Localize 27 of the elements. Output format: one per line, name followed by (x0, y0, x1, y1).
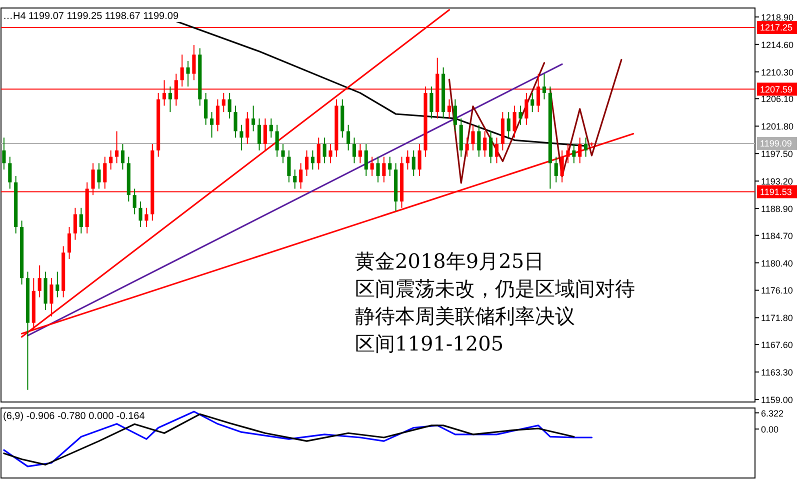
ref-line-label: 1207.59 (760, 84, 793, 94)
annotation: 区间1191-1205 (355, 332, 504, 356)
y-tick-label: 1193.20 (761, 176, 793, 187)
y-tick-label: 1180.40 (761, 258, 793, 268)
ref-line-label: 1199.09 (760, 138, 792, 149)
y-tick-label: 1201.80 (761, 122, 794, 132)
y-tick-label: 1210.30 (761, 67, 794, 78)
annotation: 黄金2018年9月25日 (355, 249, 544, 273)
y-tick-label: 1188.90 (761, 204, 793, 214)
annotation: 静待本周美联储利率决议 (355, 304, 575, 328)
y-tick-label: 0.00 (761, 424, 779, 435)
y-tick-label: 1176.10 (761, 286, 793, 296)
y-tick-label: 1167.60 (761, 340, 793, 350)
y-tick-label: 1171.80 (761, 313, 793, 324)
ref-line-label: 1217.25 (760, 22, 793, 33)
y-tick-label: 6.322 (761, 408, 784, 418)
y-tick-label: 1206.10 (761, 94, 794, 104)
y-tick-label: 1214.60 (761, 40, 794, 50)
ref-line-label: 1191.53 (760, 186, 792, 197)
chart-title: …H4 1199.07 1199.25 1198.67 1199.09 (3, 11, 179, 22)
annotation: 区间震荡未改，仍是区域间对待 (355, 276, 635, 300)
chart-title: (6,9) -0.906 -0.780 0.000 -0.164 (3, 411, 146, 422)
y-tick-label: 1159.00 (761, 394, 793, 405)
y-tick-label: 1184.70 (761, 230, 793, 241)
y-tick-label: 1218.90 (761, 12, 794, 22)
y-tick-label: 1163.30 (761, 367, 793, 378)
y-tick-label: 1197.50 (761, 149, 793, 160)
